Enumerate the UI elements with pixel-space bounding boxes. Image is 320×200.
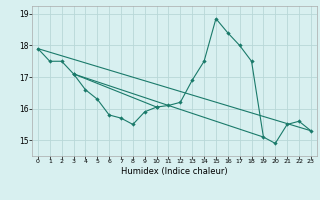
X-axis label: Humidex (Indice chaleur): Humidex (Indice chaleur)	[121, 167, 228, 176]
